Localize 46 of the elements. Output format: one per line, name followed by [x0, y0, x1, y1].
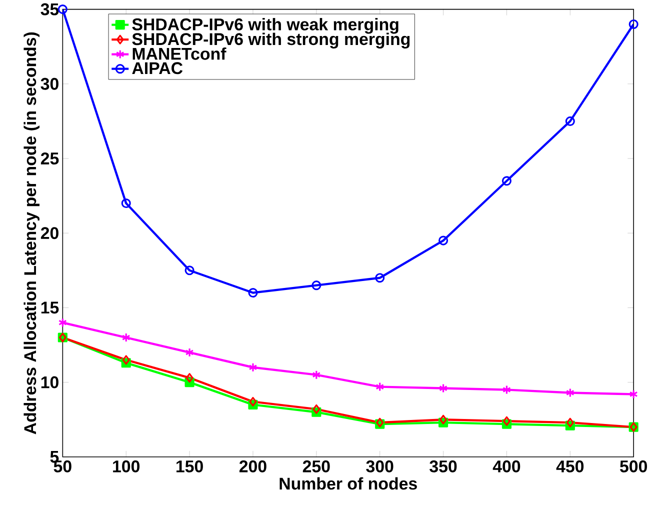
legend-label: AIPAC	[132, 62, 183, 74]
point	[121, 198, 131, 208]
point	[375, 272, 385, 282]
point	[312, 280, 322, 290]
point	[502, 416, 510, 426]
point	[628, 19, 638, 29]
x-tick-label: 150	[176, 460, 203, 472]
y-tick-label: 20	[40, 226, 58, 239]
y-tick-label: 10	[41, 376, 58, 388]
point	[184, 265, 194, 275]
point	[629, 389, 638, 399]
point	[249, 396, 257, 406]
legend-label: SHDACP-IPv6 with strong merging	[132, 32, 410, 48]
point	[502, 384, 511, 394]
point	[312, 370, 321, 380]
legend-label: SHDACP-IPv6 with weak merging	[132, 18, 398, 34]
point	[248, 288, 258, 298]
point	[248, 362, 258, 372]
point	[502, 176, 512, 186]
point	[58, 318, 67, 328]
point	[566, 418, 574, 428]
point	[312, 404, 320, 414]
point	[122, 332, 130, 342]
point	[186, 372, 194, 382]
point	[185, 347, 194, 357]
point	[122, 354, 130, 364]
x-axis-title: Number of nodes	[280, 477, 417, 490]
y-tick-label: 15	[41, 302, 59, 314]
point	[439, 383, 448, 393]
x-tick-label: 100	[113, 460, 140, 472]
point	[565, 116, 575, 126]
point	[566, 388, 574, 398]
x-tick-label: 200	[239, 460, 266, 472]
x-tick-label: 350	[430, 460, 457, 472]
point	[376, 382, 384, 392]
y-tick-label: 30	[40, 78, 58, 90]
x-tick-label: 250	[302, 460, 330, 472]
x-tick-label: 300	[366, 460, 394, 472]
legend-label: MANETconf	[132, 47, 226, 60]
x-tick-label: 450	[556, 460, 584, 472]
point	[440, 414, 448, 424]
x-tick-label: 500	[620, 460, 647, 472]
x-tick-label: 400	[492, 460, 520, 472]
y-tick-label: 25	[40, 152, 59, 164]
y-axis-title: Address Allocation Latency per node (in seconds)	[24, 32, 40, 434]
point	[438, 236, 448, 246]
